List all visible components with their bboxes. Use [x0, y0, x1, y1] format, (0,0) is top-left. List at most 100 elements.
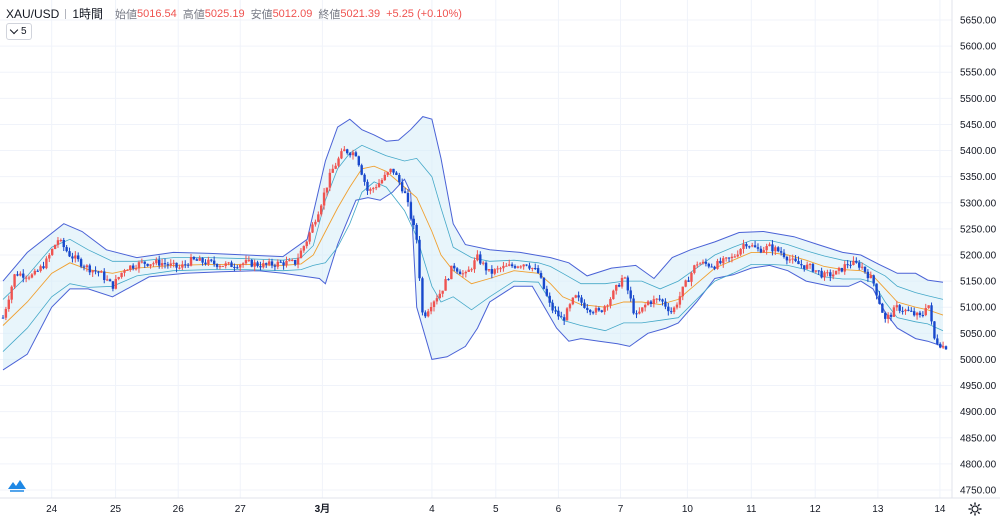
candle-body [826, 272, 829, 274]
candle-body [895, 305, 899, 308]
symbol-name[interactable]: XAU/USD [6, 6, 60, 21]
candle-body [536, 268, 540, 274]
x-tick-label: 10 [682, 504, 694, 515]
candle-body [129, 265, 132, 270]
candle-body [641, 307, 644, 312]
candle-body [603, 306, 606, 312]
candle-body [643, 304, 647, 308]
y-tick-label: 5400.00 [960, 146, 997, 157]
candle-body [823, 272, 826, 278]
tradingview-logo-icon[interactable] [7, 477, 27, 493]
candle-body [872, 275, 875, 284]
candle-body [655, 298, 658, 300]
candle-body [681, 286, 684, 297]
candle-body [785, 256, 789, 261]
candle-body [516, 266, 520, 268]
candle-body [372, 188, 375, 190]
candle-body [719, 260, 722, 264]
candle-body [120, 272, 123, 278]
candle-body [429, 307, 433, 312]
candle-body [126, 269, 129, 271]
time-axis[interactable]: 24 25 26 27 3月 4 5 6 7 10 11 12 13 14 [0, 497, 1000, 515]
candle-body [27, 277, 31, 279]
x-tick-label: 5 [493, 504, 499, 515]
candle-body [455, 268, 459, 272]
candle-body [470, 269, 473, 271]
candle-body [936, 338, 939, 344]
candle-body [779, 251, 783, 253]
candle-body [184, 264, 187, 266]
candle-body [467, 269, 470, 272]
candle-body [331, 168, 334, 173]
candle-body [878, 295, 881, 304]
candle-body [554, 310, 557, 312]
x-tick-label: 27 [235, 504, 247, 515]
candle-body [612, 290, 615, 300]
candle-body [510, 264, 514, 267]
candle-body [198, 258, 201, 261]
x-tick-label: 3月 [315, 503, 331, 515]
candle-body [626, 277, 630, 291]
y-tick-label: 4850.00 [960, 433, 997, 444]
candle-body [253, 262, 256, 267]
candle-body [178, 267, 181, 269]
candle-body [389, 168, 392, 173]
candle-body [204, 262, 207, 265]
interval-label[interactable]: 1時間 [72, 7, 104, 21]
candle-body [224, 263, 227, 266]
inner-upper-band-line [2, 144, 944, 300]
candle-body [299, 250, 303, 259]
candle-body [742, 244, 745, 249]
candle-body [79, 259, 83, 267]
candle-body [105, 279, 109, 281]
candle-body [693, 265, 696, 273]
candle-body [476, 254, 479, 261]
candle-body [259, 266, 262, 268]
candle-body [589, 310, 592, 313]
candle-body [293, 259, 297, 265]
candle-body [531, 268, 534, 270]
candle-body [19, 273, 22, 276]
indicator-toggle[interactable]: 5 [6, 23, 32, 40]
candle-body [765, 246, 768, 251]
candle-body [884, 312, 887, 319]
candle-body [568, 304, 572, 309]
candle-body [889, 314, 893, 317]
candle-body [380, 180, 384, 184]
candle-body [386, 172, 389, 175]
candle-body [730, 256, 734, 259]
candle-body [276, 261, 280, 267]
candle-body [152, 263, 155, 265]
candle-body [912, 311, 916, 316]
candle-body [59, 239, 63, 241]
candle-body [108, 279, 112, 282]
candle-body [768, 244, 771, 247]
candle-body [551, 302, 554, 311]
candle-body [748, 246, 751, 248]
candle-body [562, 317, 566, 321]
candle-body [71, 256, 74, 259]
y-tick-label: 5100.00 [960, 303, 997, 314]
candle-body [675, 304, 679, 308]
chevron-down-icon[interactable] [9, 25, 19, 35]
candle-body [499, 268, 502, 270]
gear-icon[interactable] [968, 502, 982, 516]
candle-body [24, 277, 28, 279]
candle-body [623, 277, 627, 279]
candle-body [606, 305, 609, 307]
price-axis[interactable]: 4750.00 4800.00 4850.00 4900.00 4950.00 5000.… [951, 0, 997, 498]
candle-body [175, 262, 178, 268]
candle-body [374, 187, 378, 189]
candle-body [256, 262, 259, 267]
x-tick-label: 12 [810, 504, 822, 515]
candle-body [756, 247, 760, 249]
y-tick-label: 4950.00 [960, 381, 997, 392]
candle-body [508, 264, 511, 266]
candle-body [788, 259, 791, 261]
x-tick-label: 7 [618, 504, 624, 515]
candle-body [117, 277, 120, 279]
high-value: 5025.19 [204, 7, 245, 20]
candle-body [172, 262, 175, 264]
candle-body [664, 301, 667, 307]
